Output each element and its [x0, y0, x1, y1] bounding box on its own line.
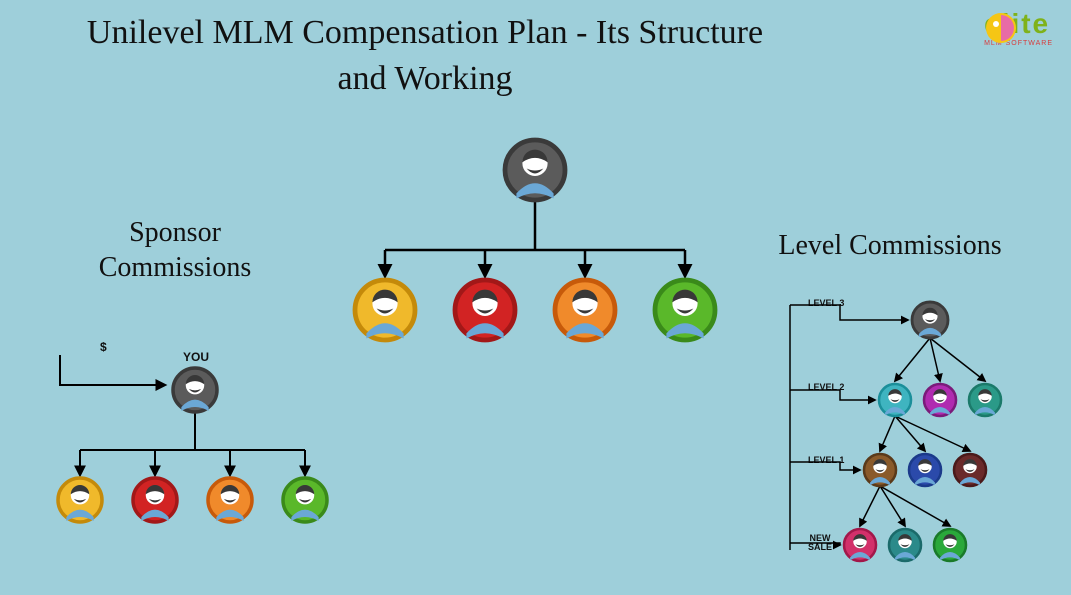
diagram-canvas — [0, 0, 1071, 595]
